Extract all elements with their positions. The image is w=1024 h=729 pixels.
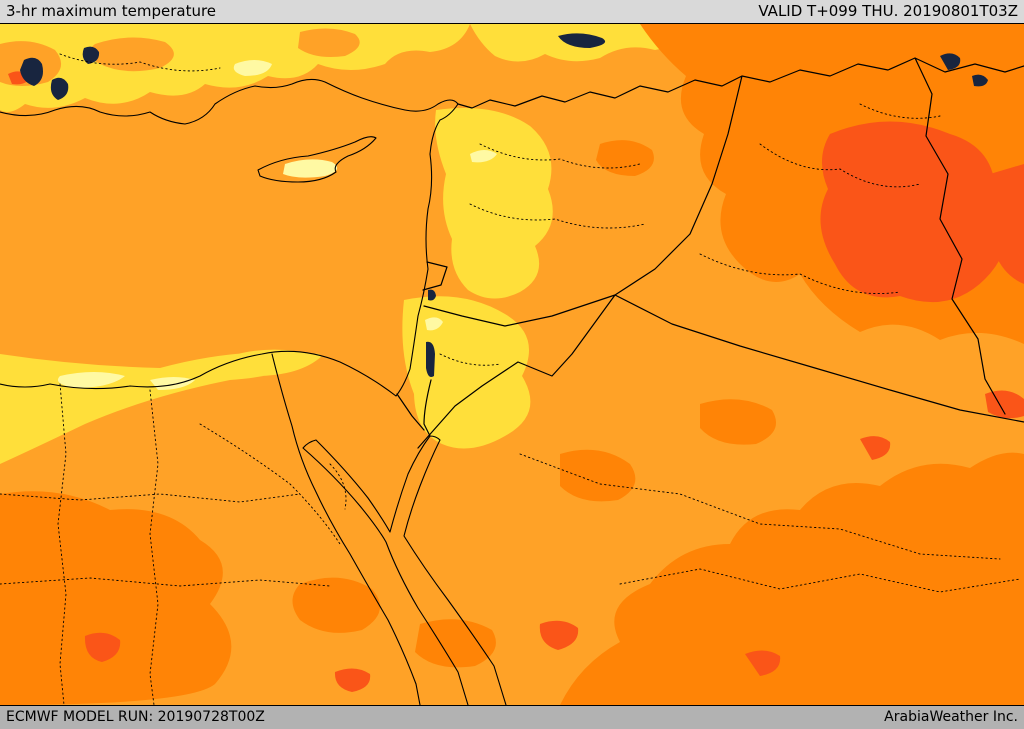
coastline-paths (0, 78, 507, 705)
deep-orange-blobs (0, 24, 1024, 705)
temperature-map (0, 24, 1024, 705)
valid-time-label: VALID T+099 THU. 20190801T03Z (758, 2, 1018, 20)
header-bar: 3-hr maximum temperature VALID T+099 THU… (0, 0, 1024, 24)
map-title: 3-hr maximum temperature (6, 2, 217, 20)
temperature-map-canvas (0, 24, 1024, 705)
deep-orange-regions (0, 24, 1024, 705)
brand-label: ArabiaWeather Inc. (884, 709, 1018, 725)
yellow-region-blobs (0, 24, 690, 464)
coastlines (0, 78, 507, 705)
country-borders (396, 57, 1024, 449)
yellow-temperature-regions (0, 24, 690, 464)
red-temperature-regions (8, 71, 1024, 692)
country-border-paths (396, 57, 1024, 449)
admin-border-paths (0, 53, 1021, 705)
admin-borders-dotted (0, 53, 1021, 705)
red-region-blobs (8, 71, 1024, 692)
footer-bar: ECMWF MODEL RUN: 20190728T00Z ArabiaWeat… (0, 705, 1024, 729)
model-run-label: ECMWF MODEL RUN: 20190728T00Z (6, 709, 265, 725)
